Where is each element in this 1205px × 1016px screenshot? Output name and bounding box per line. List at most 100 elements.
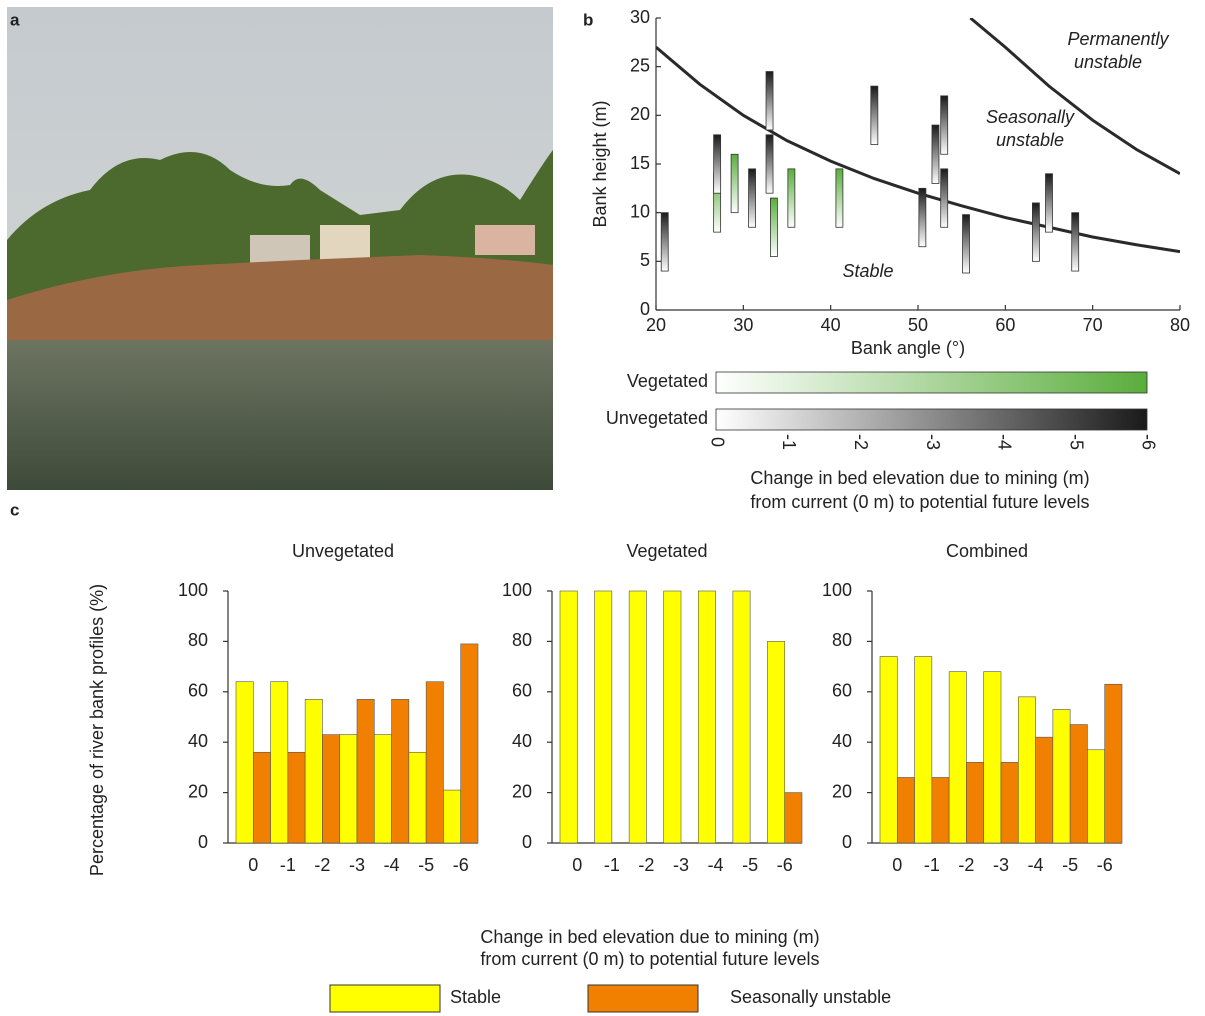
x-tick-label: -2 xyxy=(314,855,330,875)
y-tick-label: 80 xyxy=(832,630,852,650)
height-range-bar xyxy=(661,213,668,271)
x-tick-label: -4 xyxy=(1028,855,1044,875)
figure: a b c 05101520253020304050607080Bank ang… xyxy=(0,0,1205,1016)
height-range-bar xyxy=(714,135,721,193)
bar xyxy=(357,699,374,843)
bar xyxy=(1036,737,1053,843)
x-axis-label: from current (0 m) to potential future l… xyxy=(480,949,819,969)
legend-label: Stable xyxy=(450,987,501,1007)
x-tick-label: -3 xyxy=(673,855,689,875)
x-axis-label: Bank angle (°) xyxy=(851,338,965,358)
height-range-bar xyxy=(963,215,970,273)
region-label: unstable xyxy=(996,130,1064,150)
y-tick-label: 5 xyxy=(640,250,650,270)
height-range-bar xyxy=(1032,203,1039,261)
x-tick-label: 70 xyxy=(1083,315,1103,335)
y-tick-label: 20 xyxy=(630,104,650,124)
bar xyxy=(595,591,612,843)
bar xyxy=(288,752,305,843)
height-range-bar xyxy=(731,154,738,212)
bar xyxy=(897,777,914,843)
region-label: Stable xyxy=(842,261,893,281)
photo-house xyxy=(320,225,370,260)
bar xyxy=(767,641,784,843)
y-tick-label: 100 xyxy=(822,580,852,600)
chart-title: Unvegetated xyxy=(292,541,394,561)
height-range-bar xyxy=(871,86,878,144)
height-range-bar xyxy=(919,188,926,246)
x-tick-label: -4 xyxy=(384,855,400,875)
y-tick-label: 25 xyxy=(630,55,650,75)
colorbar-caption: Change in bed elevation due to mining (m… xyxy=(750,468,1089,488)
stability-boundary xyxy=(656,47,1180,251)
x-tick-label: -5 xyxy=(1062,855,1078,875)
x-tick-label: 40 xyxy=(821,315,841,335)
y-tick-label: 40 xyxy=(512,731,532,751)
y-tick-label: 20 xyxy=(832,781,852,801)
x-tick-label: -2 xyxy=(958,855,974,875)
x-tick-label: 0 xyxy=(248,855,258,875)
colorbar-tick-label: -1 xyxy=(779,434,799,450)
y-tick-label: 100 xyxy=(502,580,532,600)
height-range-bar xyxy=(766,135,773,193)
x-tick-label: -1 xyxy=(924,855,940,875)
x-tick-label: -3 xyxy=(349,855,365,875)
height-range-bar xyxy=(1072,213,1079,271)
bar xyxy=(664,591,681,843)
x-tick-label: 0 xyxy=(892,855,902,875)
height-range-bar xyxy=(932,125,939,183)
height-range-bar xyxy=(766,72,773,130)
bar xyxy=(560,591,577,843)
bar xyxy=(236,682,253,843)
bar xyxy=(966,762,983,843)
bar xyxy=(305,699,322,843)
colorbar-label: Vegetated xyxy=(627,371,708,391)
x-tick-label: -5 xyxy=(418,855,434,875)
colorbar-tick-label: -4 xyxy=(995,434,1015,450)
bar xyxy=(1018,697,1035,843)
y-tick-label: 20 xyxy=(188,781,208,801)
colorbar-tick-label: -5 xyxy=(1066,434,1086,450)
x-tick-label: -6 xyxy=(777,855,793,875)
bar xyxy=(443,790,460,843)
y-tick-label: 0 xyxy=(522,832,532,852)
bar xyxy=(785,793,802,843)
y-tick-label: 80 xyxy=(512,630,532,650)
y-tick-label: 15 xyxy=(630,153,650,173)
bar xyxy=(1105,684,1122,843)
colorbar-caption: from current (0 m) to potential future l… xyxy=(750,492,1089,512)
legend-swatch xyxy=(330,985,440,1012)
y-tick-label: 40 xyxy=(188,731,208,751)
y-tick-label: 80 xyxy=(188,630,208,650)
y-tick-label: 60 xyxy=(832,681,852,701)
colorbar-tick-label: -3 xyxy=(923,434,943,450)
panel-label: b xyxy=(583,10,593,29)
height-range-bar xyxy=(749,169,756,227)
x-tick-label: -1 xyxy=(280,855,296,875)
y-axis-label: Bank height (m) xyxy=(590,100,610,227)
colorbar-tick-label: 0 xyxy=(707,437,727,447)
colorbar xyxy=(716,409,1147,430)
x-tick-label: -4 xyxy=(708,855,724,875)
bar xyxy=(880,657,897,843)
bar xyxy=(733,591,750,843)
chart-title: Vegetated xyxy=(626,541,707,561)
colorbar-tick-label: -2 xyxy=(851,434,871,450)
bar xyxy=(984,672,1001,843)
bar xyxy=(374,735,391,843)
bar xyxy=(629,591,646,843)
colorbar xyxy=(716,372,1147,393)
region-label: unstable xyxy=(1074,52,1142,72)
y-axis-label: Percentage of river bank profiles (%) xyxy=(87,584,107,876)
height-range-bar xyxy=(770,198,777,256)
x-tick-label: -1 xyxy=(604,855,620,875)
bar xyxy=(322,735,339,843)
height-range-bar xyxy=(1046,174,1053,232)
bar xyxy=(409,752,426,843)
bar xyxy=(1087,750,1104,843)
legend-label: Seasonally unstable xyxy=(730,987,891,1007)
panel-label: a xyxy=(10,10,20,29)
bar xyxy=(915,657,932,843)
region-label: Seasonally xyxy=(986,107,1075,127)
bar xyxy=(932,777,949,843)
